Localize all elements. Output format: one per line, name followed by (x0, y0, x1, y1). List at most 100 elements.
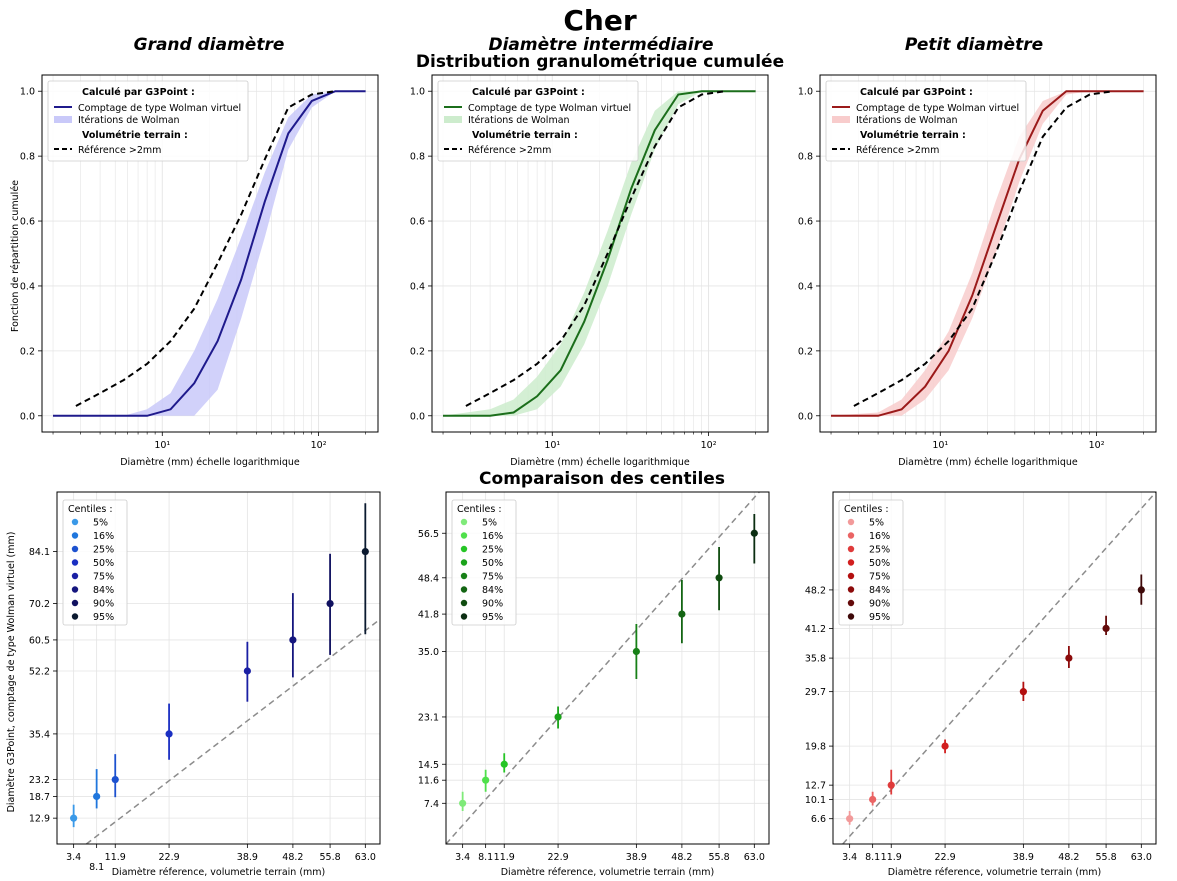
legend-ref-label: Référence >2mm (78, 145, 161, 156)
legend-label-16%: 16% (869, 531, 890, 542)
y-tick-label: 12.9 (29, 814, 50, 825)
centile-point-75% (1019, 688, 1027, 696)
y-tick-label: 41.8 (418, 610, 439, 621)
legend-band-swatch (54, 116, 72, 123)
legend-heading-calc: Calculé par G3Point : (860, 87, 973, 98)
legend-label-75%: 75% (482, 572, 503, 583)
section-title-bottom: Comparaison des centiles (479, 469, 725, 489)
centile-legend: Centiles : 5% 16% 25% 50% 75% 84% 90% 95% (838, 499, 904, 626)
wolman-count-line (53, 90, 366, 417)
centile-point-16% (869, 795, 877, 804)
wolman-count-line (831, 90, 1144, 417)
legend-label-16%: 16% (93, 531, 114, 542)
legend: Calculé par G3Point : Comptage de type Wo… (825, 80, 1027, 162)
cdf-grand-title: Grand diamètre (134, 35, 285, 55)
centile-point-50% (941, 742, 949, 750)
legend-heading-calc: Calculé par G3Point : (472, 87, 585, 98)
one-to-one-line (85, 618, 381, 845)
y-tick-label: 52.2 (29, 666, 50, 677)
cdf-panel-cdf_grand: 0.0 0.2 0.4 0.6 0.8 1.0 10¹ 10² Diamètre (mm) éc… (20, 74, 379, 468)
legend-marker-95% (71, 613, 79, 620)
y-tick-label: 0.2 (410, 346, 425, 357)
cdf-inter-title: Diamètre intermédiaire (488, 35, 713, 55)
y-tick-label: 41.2 (805, 624, 826, 635)
legend: Calculé par G3Point : Comptage de type Wo… (437, 80, 639, 162)
centile-point-25% (500, 760, 508, 768)
x-tick-label: 10¹ (154, 440, 170, 451)
x-tick-label: 38.9 (626, 852, 647, 863)
legend-label-5%: 5% (869, 518, 884, 529)
legend-label-84%: 84% (93, 585, 114, 596)
legend-marker-90% (71, 599, 79, 607)
legend-marker-95% (460, 613, 468, 620)
legend-label-95%: 95% (482, 612, 503, 623)
x-tick-label: 3.4 (66, 852, 81, 863)
y-tick-label: 48.2 (805, 585, 826, 596)
y-tick-label: 1.0 (20, 87, 35, 98)
plot-frame (56, 491, 381, 845)
legend-band-swatch (444, 116, 462, 123)
legend-marker-25% (460, 545, 468, 553)
legend-line-label: Comptage de type Wolman virtuel (468, 103, 631, 114)
y-tick-label: 84.1 (29, 547, 50, 558)
centile-point-95% (361, 547, 369, 556)
centile-point-5% (459, 799, 467, 807)
centile-point-84% (1065, 654, 1073, 662)
x-tick-label: 38.9 (237, 852, 258, 863)
y-tick-label: 23.1 (418, 712, 439, 723)
x-tick-label: 63.0 (744, 852, 765, 863)
one-to-one-line (842, 491, 1157, 845)
y-tick-label: 19.8 (805, 742, 826, 753)
reference-line (75, 90, 336, 407)
legend-marker-75% (847, 572, 855, 580)
x-axis-label: Diamètre réference, volumetrie terrain (… (112, 867, 326, 878)
legend-heading-vol: Volumétrie terrain : (82, 130, 188, 141)
legend-line-label: Comptage de type Wolman virtuel (78, 103, 241, 114)
cdf-panel-cdf_petit: 0.0 0.2 0.4 0.6 0.8 1.0 10¹ 10² Diamètre (mm) éc… (798, 74, 1157, 468)
x-tick-label: 10² (311, 440, 327, 451)
centile-point-16% (93, 792, 101, 801)
centile-legend: Centiles : 5% 16% 25% 50% 75% 84% 90% 95% (62, 499, 128, 626)
centile-legend: Centiles : 5% 16% 25% 50% 75% 84% 90% 95% (451, 499, 517, 626)
x-tick-label: 48.2 (671, 852, 692, 863)
figure-title: Cher (563, 4, 636, 37)
y-tick-label: 0.2 (798, 346, 813, 357)
y-tick-label: 0.6 (798, 217, 813, 228)
x-axis-label: Diamètre (mm) échelle logarithmique (120, 457, 300, 468)
legend-marker-25% (847, 545, 855, 553)
x-tick-label: 3.4 (455, 852, 470, 863)
y-tick-label: 0.6 (20, 217, 35, 228)
x-axis-label: Diamètre réference, volumetrie terrain (… (501, 867, 715, 878)
y-tick-label: 35.4 (29, 729, 50, 740)
legend-label-50%: 50% (482, 558, 503, 569)
plot-frame (445, 491, 770, 845)
centile-point-84% (678, 610, 686, 618)
legend-marker-84% (71, 586, 79, 593)
x-tick-label: 3.4 (842, 852, 857, 863)
x-tick-label: 22.9 (547, 852, 568, 863)
x-tick-label: 8.1 (865, 852, 880, 863)
y-tick-label: 0.4 (410, 281, 425, 292)
wolman-iterations-band (53, 91, 366, 416)
y-tick-label: 0.8 (798, 152, 813, 163)
y-tick-label: 10.1 (805, 795, 826, 806)
x-tick-label: 48.2 (1058, 852, 1079, 863)
legend-marker-50% (847, 559, 855, 566)
legend-marker-16% (847, 532, 855, 539)
legend-marker-84% (460, 586, 468, 593)
centile-point-25% (887, 781, 895, 789)
y-tick-label: 70.2 (29, 599, 50, 610)
x-tick-label: 55.8 (1096, 852, 1117, 863)
x-tick-label: 55.8 (320, 852, 341, 863)
centile-panel-cent_inter: 3.4 8.1 11.9 22.9 38.9 48.2 55.8 63.0 7.4 11.6 14.… (418, 491, 770, 878)
y-tick-label: 6.6 (811, 814, 826, 825)
centile-point-5% (70, 814, 78, 822)
centile-point-16% (482, 776, 490, 784)
x-tick-label: 11.9 (105, 852, 126, 863)
legend-heading-vol: Volumétrie terrain : (860, 130, 966, 141)
y-tick-label: 11.6 (418, 776, 439, 787)
centile-point-90% (1102, 624, 1110, 633)
legend-title: Centiles : (457, 504, 502, 515)
legend-box (451, 499, 517, 626)
y-tick-label: 0.0 (798, 411, 813, 422)
